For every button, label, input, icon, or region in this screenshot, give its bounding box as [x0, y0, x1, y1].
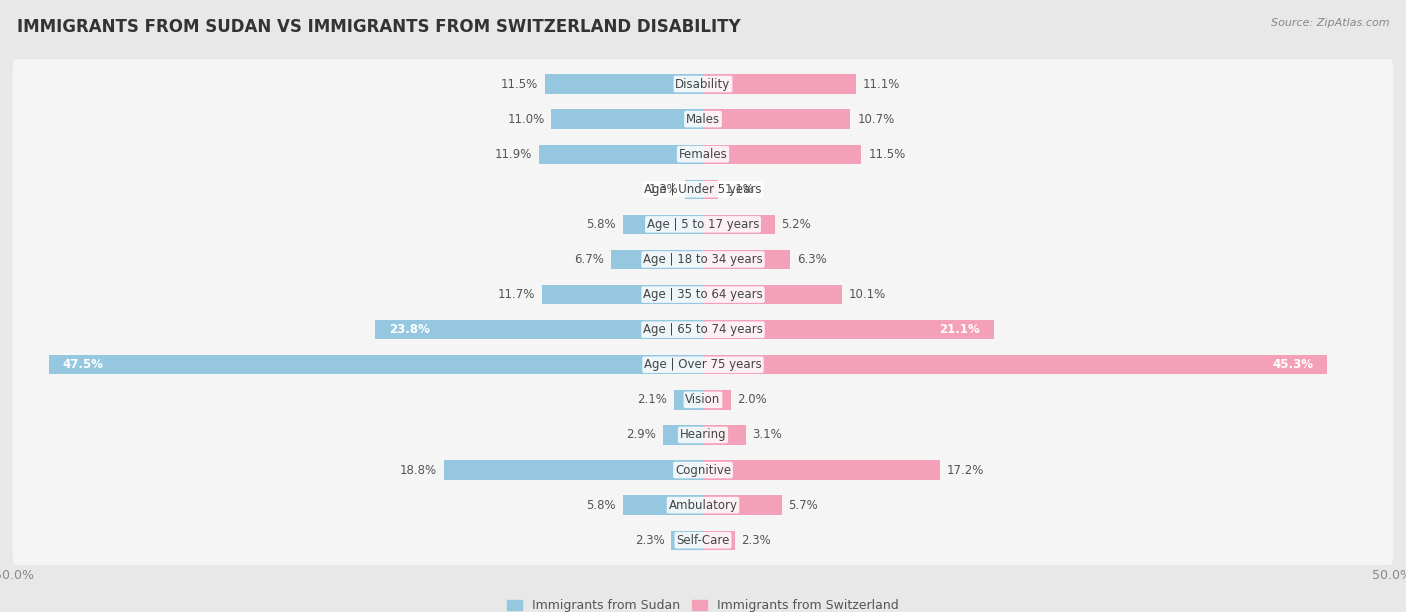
Bar [703, 355, 1327, 375]
Bar [444, 460, 703, 480]
Bar [544, 75, 703, 94]
Bar [538, 144, 703, 164]
Text: 1.3%: 1.3% [648, 183, 678, 196]
Bar [703, 285, 842, 304]
FancyBboxPatch shape [13, 59, 1393, 109]
Text: 5.7%: 5.7% [789, 499, 818, 512]
Text: Source: ZipAtlas.com: Source: ZipAtlas.com [1271, 18, 1389, 28]
Text: Cognitive: Cognitive [675, 463, 731, 477]
Text: Vision: Vision [685, 394, 721, 406]
FancyBboxPatch shape [13, 480, 1393, 530]
Text: 5.8%: 5.8% [586, 218, 616, 231]
FancyBboxPatch shape [13, 445, 1393, 495]
Text: 23.8%: 23.8% [389, 323, 430, 336]
FancyBboxPatch shape [13, 200, 1393, 249]
Text: 18.8%: 18.8% [399, 463, 437, 477]
Bar [48, 355, 703, 375]
Text: 2.1%: 2.1% [637, 394, 668, 406]
Bar [673, 390, 703, 409]
Bar [703, 180, 718, 199]
Text: IMMIGRANTS FROM SUDAN VS IMMIGRANTS FROM SWITZERLAND DISABILITY: IMMIGRANTS FROM SUDAN VS IMMIGRANTS FROM… [17, 18, 741, 36]
Text: 6.3%: 6.3% [797, 253, 827, 266]
FancyBboxPatch shape [13, 234, 1393, 285]
Bar [610, 250, 703, 269]
Text: Males: Males [686, 113, 720, 125]
Bar [623, 496, 703, 515]
FancyBboxPatch shape [13, 515, 1393, 565]
FancyBboxPatch shape [13, 165, 1393, 214]
Text: 2.3%: 2.3% [634, 534, 665, 547]
Text: 11.5%: 11.5% [501, 78, 537, 91]
Text: Age | 18 to 34 years: Age | 18 to 34 years [643, 253, 763, 266]
FancyBboxPatch shape [13, 375, 1393, 425]
Text: 17.2%: 17.2% [946, 463, 984, 477]
FancyBboxPatch shape [13, 94, 1393, 144]
Bar [703, 144, 862, 164]
Text: 11.7%: 11.7% [498, 288, 534, 301]
Text: 5.2%: 5.2% [782, 218, 811, 231]
Bar [685, 180, 703, 199]
Bar [703, 75, 856, 94]
Text: 6.7%: 6.7% [574, 253, 603, 266]
Text: Age | 65 to 74 years: Age | 65 to 74 years [643, 323, 763, 336]
Text: 5.8%: 5.8% [586, 499, 616, 512]
Bar [703, 110, 851, 129]
Text: 11.5%: 11.5% [869, 147, 905, 161]
Legend: Immigrants from Sudan, Immigrants from Switzerland: Immigrants from Sudan, Immigrants from S… [502, 594, 904, 612]
Bar [375, 320, 703, 339]
FancyBboxPatch shape [13, 410, 1393, 460]
Bar [703, 320, 994, 339]
FancyBboxPatch shape [13, 305, 1393, 354]
Bar [671, 531, 703, 550]
FancyBboxPatch shape [13, 129, 1393, 179]
Text: Hearing: Hearing [679, 428, 727, 441]
Text: 45.3%: 45.3% [1272, 358, 1313, 371]
Text: 47.5%: 47.5% [62, 358, 103, 371]
Text: 11.0%: 11.0% [508, 113, 544, 125]
Bar [703, 531, 735, 550]
Text: Females: Females [679, 147, 727, 161]
Bar [703, 215, 775, 234]
Bar [703, 460, 941, 480]
FancyBboxPatch shape [13, 270, 1393, 319]
Text: 2.0%: 2.0% [738, 394, 768, 406]
Text: Age | Under 5 years: Age | Under 5 years [644, 183, 762, 196]
Text: 11.1%: 11.1% [863, 78, 900, 91]
Bar [551, 110, 703, 129]
Text: 2.9%: 2.9% [626, 428, 657, 441]
Text: Self-Care: Self-Care [676, 534, 730, 547]
Text: Age | Over 75 years: Age | Over 75 years [644, 358, 762, 371]
Bar [541, 285, 703, 304]
Text: 2.3%: 2.3% [741, 534, 772, 547]
Text: 1.1%: 1.1% [725, 183, 755, 196]
FancyBboxPatch shape [13, 340, 1393, 390]
Bar [623, 215, 703, 234]
Text: 10.7%: 10.7% [858, 113, 894, 125]
Bar [703, 496, 782, 515]
Bar [703, 425, 745, 444]
Text: 11.9%: 11.9% [495, 147, 531, 161]
Bar [664, 425, 703, 444]
Text: Disability: Disability [675, 78, 731, 91]
Bar [703, 390, 731, 409]
Text: Age | 35 to 64 years: Age | 35 to 64 years [643, 288, 763, 301]
Text: 3.1%: 3.1% [752, 428, 782, 441]
Text: Age | 5 to 17 years: Age | 5 to 17 years [647, 218, 759, 231]
Text: 10.1%: 10.1% [849, 288, 886, 301]
Text: Ambulatory: Ambulatory [668, 499, 738, 512]
Text: 21.1%: 21.1% [939, 323, 980, 336]
Bar [703, 250, 790, 269]
